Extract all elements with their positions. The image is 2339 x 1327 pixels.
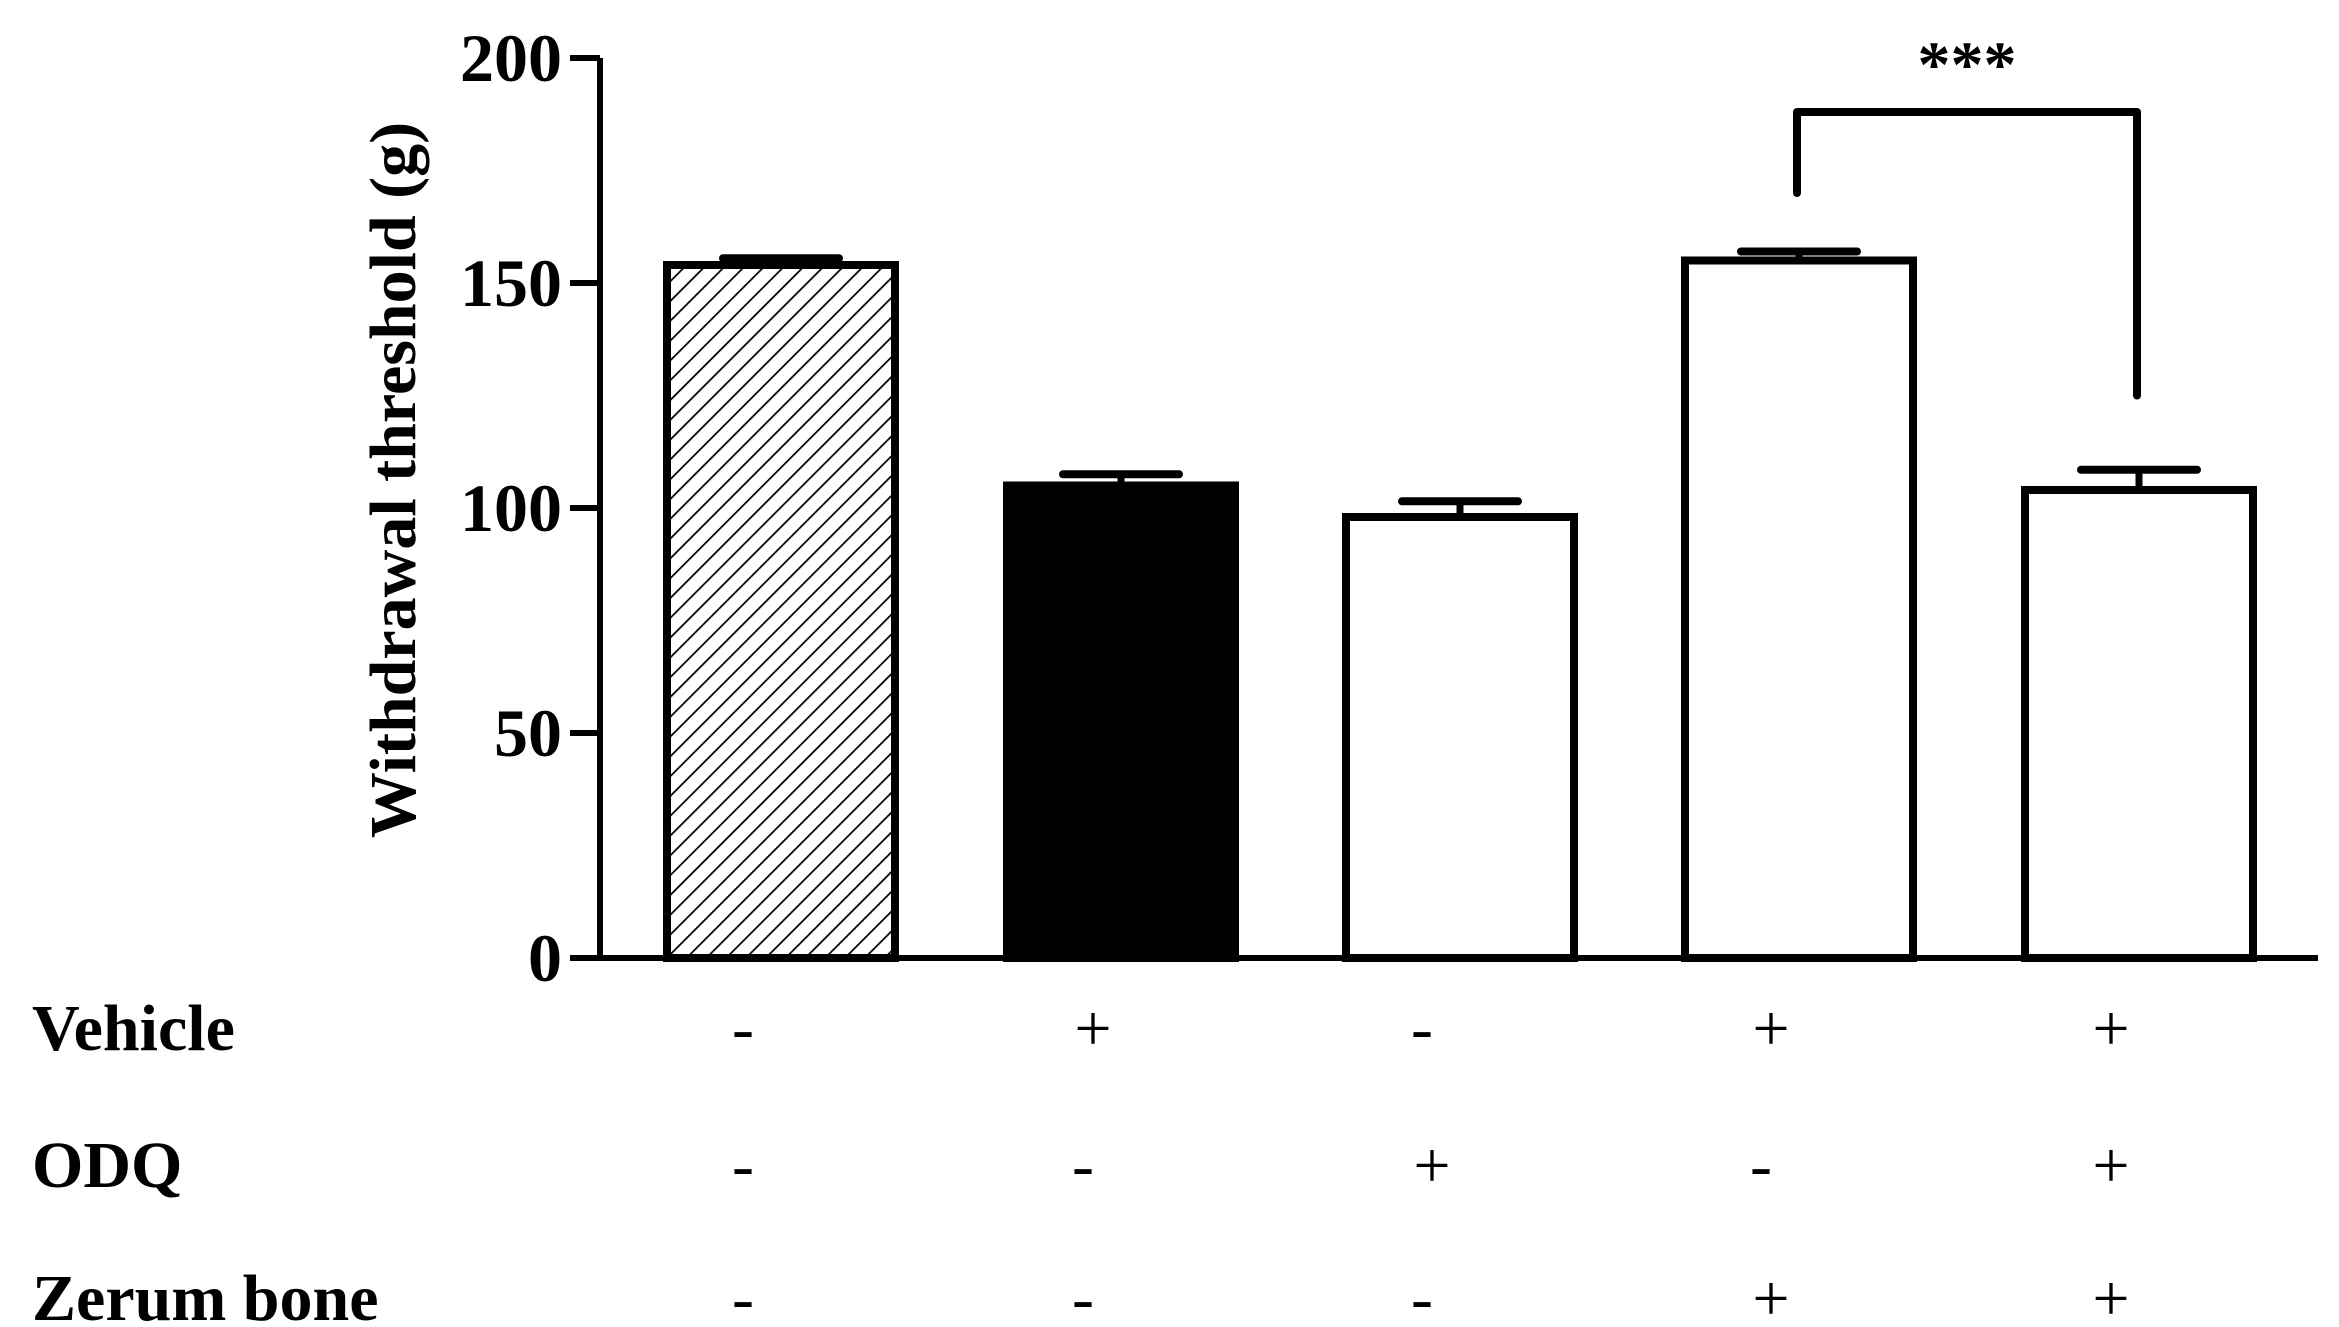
- treatment-sign: +: [1752, 1262, 1789, 1327]
- bar: [1681, 256, 1917, 962]
- treatment-row-label: Zerum bone: [32, 1262, 379, 1327]
- treatment-sign: -: [1750, 1129, 1772, 1202]
- bar: [1003, 481, 1239, 962]
- y-tick-label: 200: [460, 20, 562, 96]
- y-tick-label: 150: [460, 245, 562, 321]
- y-tick-label: 0: [528, 920, 562, 996]
- bar: [2021, 486, 2257, 962]
- y-axis-title: Withdrawal threshold (g): [357, 122, 430, 838]
- significance-bracket: ***: [1793, 29, 2141, 400]
- treatment-row-label: Vehicle: [32, 992, 235, 1065]
- bar: [1342, 513, 1578, 962]
- treatment-sign: +: [2092, 992, 2129, 1065]
- treatment-sign: +: [1074, 992, 1111, 1065]
- treatment-sign: -: [732, 1262, 754, 1327]
- significance-label: ***: [1918, 29, 2017, 102]
- treatment-sign: -: [732, 1129, 754, 1202]
- treatment-sign: -: [1072, 1262, 1094, 1327]
- treatment-sign: -: [732, 992, 754, 1065]
- treatment-sign: +: [1413, 1129, 1450, 1202]
- bar: [663, 261, 899, 962]
- treatment-sign: +: [1752, 992, 1789, 1065]
- treatment-sign: -: [1411, 992, 1433, 1065]
- y-tick-label: 50: [494, 695, 562, 771]
- treatment-table: Vehicle - + - + + ODQ - - + - + Zerum bone - - - + +: [32, 992, 2130, 1327]
- treatment-sign: -: [1411, 1262, 1433, 1327]
- treatment-row-label: ODQ: [32, 1129, 182, 1202]
- treatment-sign: -: [1072, 1129, 1094, 1202]
- y-tick-label: 100: [460, 470, 562, 546]
- bracket-line: [1793, 108, 2141, 400]
- bars: [663, 247, 2257, 962]
- treatment-sign: +: [2092, 1129, 2129, 1202]
- treatment-sign: +: [2092, 1262, 2129, 1327]
